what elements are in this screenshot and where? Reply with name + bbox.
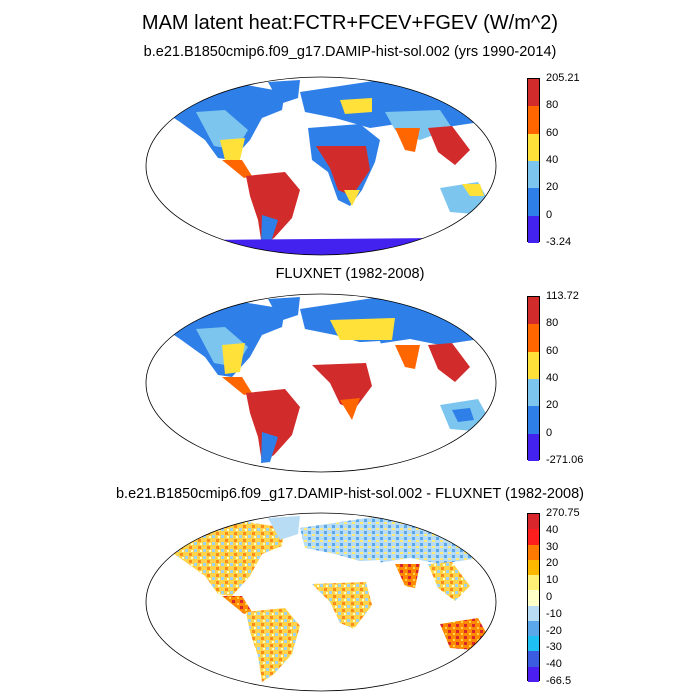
panel-2-colorbar bbox=[527, 296, 540, 462]
colorbar-3-segment bbox=[528, 544, 539, 561]
colorbar-3-label: -66.5 bbox=[546, 675, 572, 687]
colorbar-1-label: 205.21 bbox=[546, 72, 580, 84]
colorbar-2-segment bbox=[528, 406, 539, 435]
colorbar-1-label: -3.24 bbox=[546, 236, 572, 248]
panel-2-map bbox=[160, 297, 495, 463]
colorbar-1-label: 0 bbox=[546, 208, 553, 221]
colorbar-1-segment bbox=[528, 133, 539, 162]
colorbar-3-segment bbox=[528, 514, 539, 530]
colorbar-2-label: 0 bbox=[546, 426, 553, 439]
colorbar-3-label: 10 bbox=[546, 574, 559, 587]
figure-title: MAM latent heat:FCTR+FCEV+FGEV (W/m^2) bbox=[141, 12, 559, 34]
colorbar-2-segment bbox=[528, 433, 539, 462]
colorbar-3-label: -10 bbox=[546, 607, 562, 620]
colorbar-3-label: 40 bbox=[546, 523, 559, 536]
colorbar-3-label: -20 bbox=[546, 624, 562, 637]
colorbar-2-label: 40 bbox=[546, 372, 559, 384]
colorbar-2-label: 20 bbox=[546, 399, 559, 412]
colorbar-2-segment bbox=[528, 379, 539, 407]
panel-2-title: FLUXNET (1982-2008) bbox=[275, 266, 425, 282]
colorbar-3-segment bbox=[528, 529, 539, 546]
colorbar-1-segment bbox=[528, 106, 539, 135]
colorbar-3-segment bbox=[528, 559, 539, 576]
colorbar-3-segment bbox=[528, 636, 539, 652]
colorbar-3-segment bbox=[528, 666, 539, 683]
panel-3-colorbar bbox=[527, 513, 540, 683]
colorbar-2-segment bbox=[528, 324, 539, 353]
colorbar-3-label: 20 bbox=[546, 557, 559, 570]
colorbar-1-label: 80 bbox=[546, 99, 559, 112]
panel-3-title: b.e21.B1850cmip6.f09_g17.DAMIP-hist-sol.… bbox=[115, 486, 584, 502]
colorbar-1-label: 40 bbox=[546, 154, 559, 166]
panel-1-colorbar bbox=[527, 78, 540, 244]
panel-1-title: b.e21.B1850cmip6.f09_g17.DAMIP-hist-sol.… bbox=[143, 44, 557, 60]
colorbar-2-label: 60 bbox=[546, 344, 559, 357]
colorbar-3-label: 30 bbox=[546, 540, 559, 553]
colorbar-2-label: 80 bbox=[546, 317, 559, 330]
colorbar-3-label: -40 bbox=[546, 658, 562, 671]
colorbar-2-label: 113.72 bbox=[546, 290, 579, 302]
panel-3-map bbox=[160, 516, 495, 682]
colorbar-1-segment bbox=[528, 188, 539, 217]
colorbar-2-label: -271.06 bbox=[546, 454, 584, 466]
colorbar-2-segment bbox=[528, 351, 539, 380]
colorbar-3-label: 270.75 bbox=[546, 507, 580, 519]
colorbar-1-segment bbox=[528, 79, 539, 107]
colorbar-1-label: 20 bbox=[546, 181, 559, 194]
colorbar-3-label: 0 bbox=[546, 591, 553, 603]
colorbar-3-segment bbox=[528, 620, 539, 637]
colorbar-3-segment bbox=[528, 575, 539, 591]
panel-1-map bbox=[160, 80, 495, 255]
colorbar-1-segment bbox=[528, 161, 539, 189]
colorbar-3-segment bbox=[528, 590, 539, 607]
colorbar-3-label: -30 bbox=[546, 641, 562, 654]
colorbar-3-segment bbox=[528, 651, 539, 668]
colorbar-1-label: 60 bbox=[546, 126, 559, 139]
colorbar-1-segment bbox=[528, 215, 539, 244]
colorbar-2-segment bbox=[528, 297, 539, 325]
colorbar-3-segment bbox=[528, 605, 539, 622]
